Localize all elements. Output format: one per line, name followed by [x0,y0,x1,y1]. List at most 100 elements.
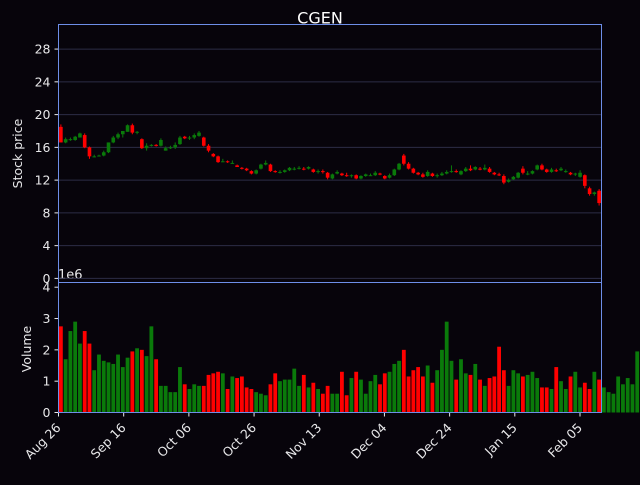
volume-tick-label-1: 1 [43,374,51,389]
candle-body [82,135,87,148]
candle-body [159,139,163,146]
candle-body [168,147,173,149]
candle-body [344,175,349,177]
volume-bar [397,360,401,413]
volume-bar [268,384,273,413]
volume-bar [235,378,240,413]
candle-body [125,125,130,132]
candle-body [221,161,225,163]
volume-axis-ticks: 0 1 2 3 4 [43,280,59,420]
candle-body [192,135,197,138]
candle-body [487,168,492,172]
candle-body [506,180,511,182]
candle-body [387,175,392,178]
volume-bar [416,367,421,413]
volume-bar [106,362,111,413]
volume-bar [449,360,454,413]
volume-bar [211,373,216,413]
volume-bar [406,376,411,413]
candle-body [97,155,101,157]
volume-bar [506,385,511,413]
volume-bar [606,392,611,413]
volume-bar [340,371,344,413]
volume-bar [630,384,635,413]
volume-bar [578,387,582,413]
volume-bar [554,367,559,413]
candle-body [544,169,549,172]
volume-bar [97,354,101,413]
volume-bar [463,373,468,413]
candle-body [340,173,344,176]
candle-body [120,130,125,135]
volume-bar [287,379,292,413]
volume-bar [359,379,363,413]
price-tick-label-24: 24 [35,74,51,89]
volume-bar [516,373,521,413]
volume-bar [440,349,444,413]
candle-body [549,169,554,172]
candle-body [311,169,316,172]
candle-body [349,175,354,177]
volume-bar [130,351,135,413]
volume-bar [420,376,425,413]
volume-bar [335,393,340,413]
volume-bar [568,376,573,413]
candle-body [587,188,592,195]
price-tick-label-28: 28 [35,42,51,57]
candle-body [197,132,201,136]
price-tick-label-4: 4 [43,238,51,253]
volume-bar [601,387,606,413]
volume-bar [73,321,78,413]
volume-bar [78,343,82,413]
candle-body [325,172,330,178]
volume-bar [116,354,120,413]
candle-body [116,134,120,138]
volume-bar [230,376,235,413]
candle-body [263,162,268,165]
candle-body [182,136,187,139]
volume-bar [63,359,68,413]
volume-bar [392,363,397,413]
candle-body [416,172,420,175]
volume-bar [625,378,630,413]
volume-bar [559,381,563,413]
volume-bar [306,387,311,413]
volume-bar [525,374,530,413]
volume-bar [521,376,525,413]
candle-body [87,147,92,157]
candle-body [68,139,73,141]
volume-bar [154,359,159,413]
candle-body [240,167,244,169]
volume-bar [92,370,97,413]
candle-body [516,172,520,178]
price-grid [58,48,602,279]
candle-body [78,133,82,138]
candle-body [382,176,387,179]
candle-body [535,165,540,170]
volume-bar [192,384,197,413]
volume-bar [311,382,316,413]
volume-tick-label-4: 4 [43,280,51,295]
volume-tick-label-3: 3 [43,311,51,326]
candle-body [540,165,544,170]
price-axis-ticks: 0 4 8 12 16 20 24 28 [35,42,59,286]
volume-bar [363,393,368,413]
candle-body [301,168,306,170]
candle-body [406,163,411,169]
candle-body [421,174,425,177]
volume-bar [354,371,359,413]
volume-bar [201,385,206,413]
candle-body [225,161,230,163]
volume-bar [173,392,178,413]
candle-body [459,171,463,175]
candle-body [235,165,239,168]
volume-bar [301,374,306,413]
candle-body [578,172,582,177]
candle-body [73,136,77,140]
candle-body [440,173,444,176]
volume-axis-label: Volume [19,325,34,372]
volume-bar [573,371,578,413]
candle-body [411,168,416,173]
candle-body [135,131,139,133]
candle-body [106,142,111,153]
